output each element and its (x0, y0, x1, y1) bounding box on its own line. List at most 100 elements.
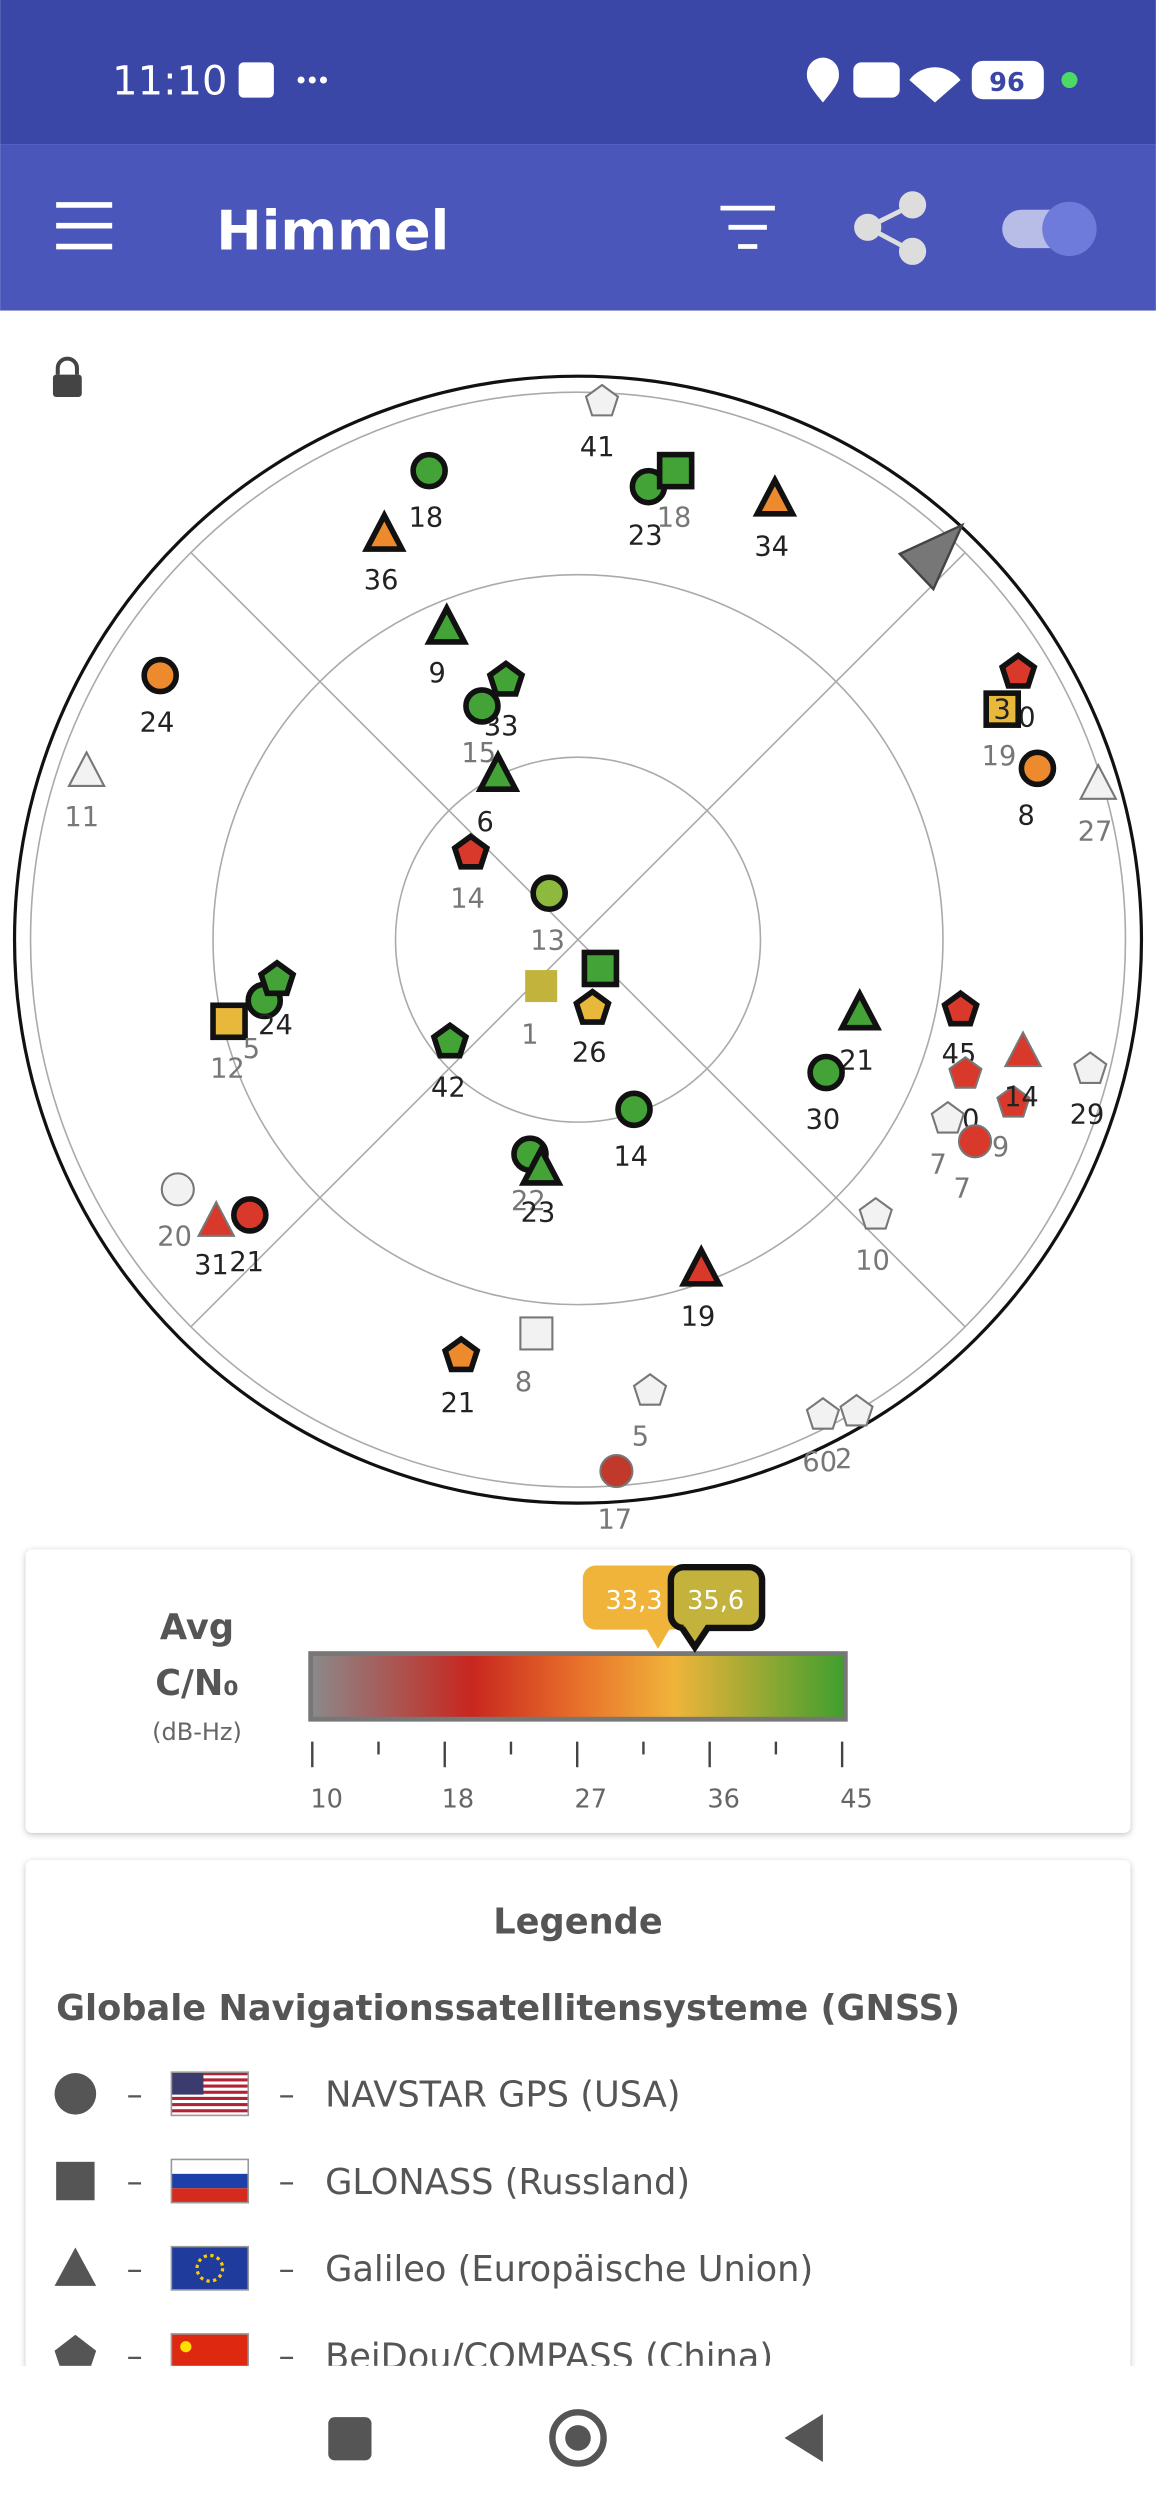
flag (170, 2245, 250, 2291)
legend-separator: – (127, 2249, 143, 2287)
satellite-marker (424, 602, 469, 645)
satellite-label: 24 (258, 1010, 293, 1041)
satellite-marker (1078, 762, 1118, 800)
flag-canton (171, 2072, 204, 2095)
satellite-marker (983, 690, 1022, 728)
satellite-label: 41 (580, 432, 615, 463)
satellite-marker (1003, 1030, 1043, 1068)
satellite-marker (257, 959, 297, 997)
satellite-marker (362, 509, 407, 552)
battery-level: 96 (989, 68, 1025, 98)
satellite-marker (807, 1053, 845, 1092)
satellite-label: 8 (515, 1367, 532, 1398)
cn0-tick-label: 27 (575, 1784, 608, 1814)
satellite-label: 14 (614, 1141, 649, 1172)
satellite-marker (941, 989, 980, 1027)
legend-icon (54, 2072, 97, 2115)
legend-separator: – (279, 2162, 295, 2200)
satellite-marker (525, 970, 558, 1003)
satellite-label: 5 (632, 1421, 649, 1452)
satellite-label: 19 (982, 741, 1017, 772)
flag-stripe (171, 2078, 249, 2082)
satellite-label: 11 (64, 802, 99, 833)
satellite-marker (210, 1002, 248, 1041)
satellite-label: 18 (409, 503, 444, 534)
satellite-label: 7 (930, 1149, 947, 1180)
satellite-label: 26 (572, 1037, 607, 1068)
flag-border (170, 2071, 250, 2117)
cn0-scale (308, 1651, 848, 1722)
satellite-marker (519, 1316, 554, 1351)
north-indicator (897, 522, 965, 592)
satellite-marker (573, 988, 612, 1025)
cn0-ticks: 10 18 27 36 45 (310, 1741, 873, 1814)
cn0-tick-label: 45 (840, 1784, 873, 1814)
cn0-marker-label: 35,6 (687, 1586, 744, 1616)
nav-back[interactable] (784, 2413, 823, 2462)
satellite-label: 31 (194, 1250, 229, 1281)
lock-icon[interactable] (52, 356, 82, 397)
legend-separator: – (279, 2337, 295, 2375)
cn0-marker-avg-used (667, 1563, 766, 1653)
share-button[interactable] (854, 191, 927, 265)
satellite-marker (996, 1084, 1031, 1118)
cn0-unit: (dB-Hz) (152, 1718, 242, 1746)
satellite-label: 22 (511, 1186, 546, 1217)
satellite-label: 21 (441, 1388, 476, 1419)
satellite-label: 21 (229, 1247, 264, 1278)
satellite-label: 13 (530, 925, 565, 956)
flag-stripe (171, 2159, 249, 2174)
satellite-marker (530, 874, 568, 913)
satellite-marker (141, 656, 180, 695)
satellite-label: 14 (1004, 1082, 1039, 1113)
legend-separator: – (127, 2162, 143, 2200)
satellite-label: 12 (210, 1053, 245, 1084)
satellite-label: 30 (806, 1105, 841, 1136)
flag-border (170, 2245, 250, 2291)
satellite-label: 60 (802, 1447, 837, 1478)
satellite-marker (518, 1143, 564, 1186)
nav-recents[interactable] (328, 2417, 372, 2461)
satellite-marker (581, 949, 620, 988)
filter-button[interactable] (720, 205, 775, 249)
satellite-marker (430, 1021, 470, 1059)
satellite-marker (805, 1396, 841, 1430)
flag (170, 2158, 250, 2204)
menu-button[interactable] (56, 202, 113, 250)
satellite-marker (475, 749, 521, 792)
legend-item: GLONASS (Russland) (325, 2162, 690, 2203)
toggle-switch[interactable] (1002, 201, 1097, 257)
satellite-label: 29 (1070, 1100, 1105, 1131)
flag-stripe (171, 2096, 249, 2100)
cn0-tick-label: 18 (442, 1784, 475, 1814)
satellite-marker (615, 1090, 653, 1129)
app-title: Himmel (216, 199, 449, 263)
satellite-marker (632, 1372, 668, 1406)
flag-stripe (171, 2084, 249, 2088)
legend-icon (54, 2334, 97, 2366)
satellite-marker (1073, 1051, 1108, 1084)
status-bar (0, 0, 1156, 145)
satellite-marker (679, 1244, 724, 1287)
flag-border (170, 2333, 250, 2366)
legend-subtitle: Globale Navigationssatellitensysteme (GN… (56, 1988, 960, 2029)
satellite-label: 17 (598, 1505, 633, 1536)
flag-stripe (171, 2090, 249, 2094)
satellite-label: 27 (1078, 816, 1113, 847)
sky-plot: 4118231834369331524611141312624125422130… (12, 374, 1144, 1536)
flag-stripe (171, 2173, 249, 2189)
legend-separator: – (279, 2249, 295, 2287)
cn0-marker-label: 33,3 (606, 1586, 663, 1616)
satellite-marker (451, 832, 491, 870)
satellite-label: 36 (364, 565, 399, 596)
satellite-marker (998, 652, 1038, 689)
flag-star (180, 2341, 192, 2353)
nav-home[interactable] (549, 2409, 607, 2467)
satellite-marker (160, 1172, 195, 1207)
status-icons (238, 57, 1078, 103)
satellite-marker (486, 660, 526, 697)
satellite-label: 18 (657, 503, 692, 534)
satellite-marker (930, 1100, 965, 1134)
satellite-label: 23 (521, 1197, 556, 1228)
satellite-label: 5 (243, 1034, 260, 1065)
